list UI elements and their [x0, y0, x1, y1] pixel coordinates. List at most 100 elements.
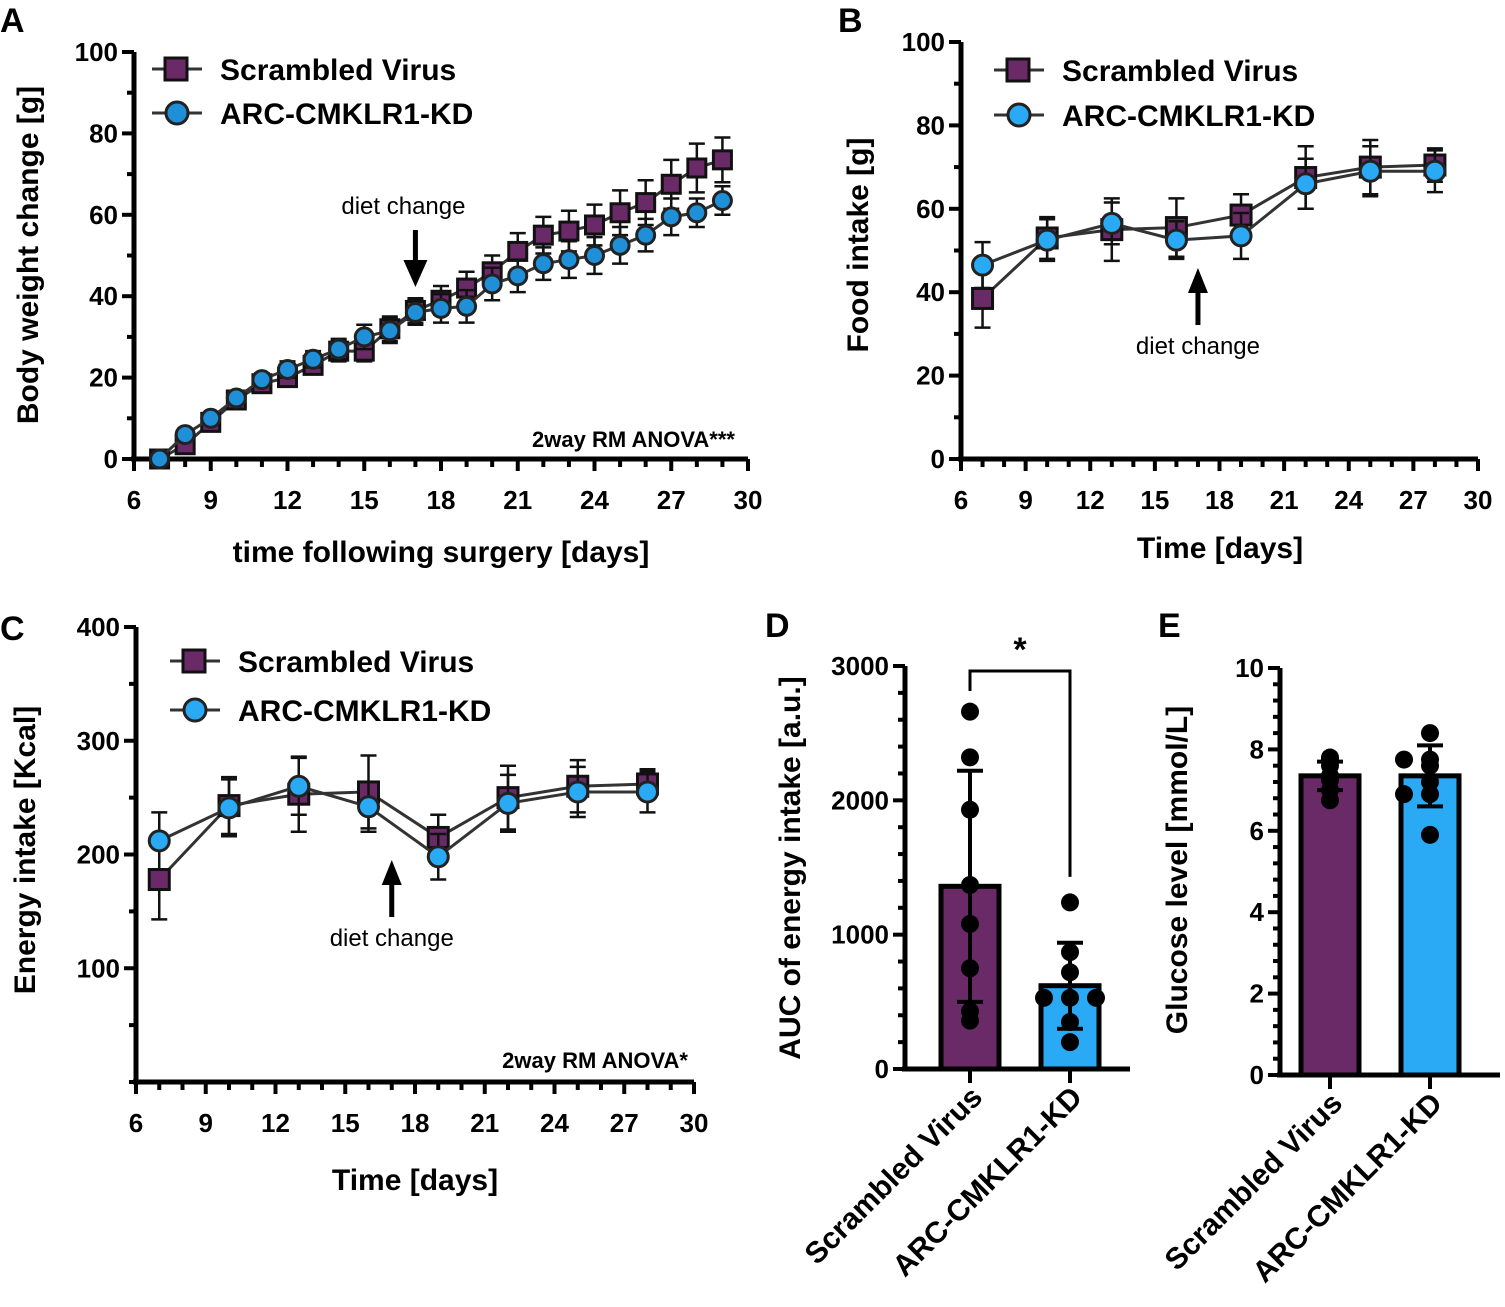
data-point [1035, 988, 1053, 1007]
data-point [566, 780, 590, 804]
x-tick-label: 18 [427, 485, 456, 515]
stat-annotation: 2way RM ANOVA*** [532, 427, 735, 452]
data-point [1229, 224, 1253, 248]
series-kd [971, 145, 1447, 290]
data-point [426, 845, 450, 869]
data-point [200, 407, 222, 429]
data-point [1321, 791, 1339, 810]
data-point [584, 214, 605, 236]
y-tick-label: 3000 [831, 651, 889, 681]
panel-E: E 0 2 4 6 8 10 Glucose level [mmol/L] Scrambled … [1158, 607, 1500, 1289]
y-tick-label: 40 [916, 277, 945, 307]
data-point [686, 202, 708, 224]
stat-annotation: 2way RM ANOVA* [502, 1048, 688, 1073]
bar-group-1 [1035, 893, 1105, 1072]
x-tick-label: 6 [129, 1108, 143, 1138]
y-tick-label: 100 [902, 27, 945, 57]
annotation-text: diet change [1136, 333, 1260, 360]
data-point [961, 748, 979, 767]
panel-label: B [838, 2, 863, 40]
data-point [1423, 159, 1447, 183]
x-tick-label: 27 [610, 1108, 639, 1138]
data-point [357, 795, 380, 819]
y-tick-label: 2 [1250, 979, 1264, 1009]
panel-A: A 0 20 40 60 80 100 Body weight change [g] 6 9 12 1… [0, 2, 762, 569]
data-point [532, 224, 554, 246]
bar-group-0 [1298, 748, 1362, 1078]
arrow-head-icon [1187, 268, 1208, 293]
data-point [149, 448, 171, 470]
data-point [147, 868, 171, 892]
y-axis-title: Body weight change [g] [12, 86, 45, 424]
data-point [174, 424, 196, 446]
data-point [660, 173, 682, 195]
x-tick-label: 15 [331, 1108, 360, 1138]
data-point [481, 273, 503, 295]
y-tick-label: 0 [931, 444, 945, 474]
y-tick-label: 2000 [831, 785, 889, 815]
significance-bracket [968, 669, 1072, 877]
data-point [711, 190, 733, 212]
data-point [609, 202, 631, 224]
category-label: Scrambled Virus [1159, 1087, 1349, 1277]
x-tick-label: 24 [580, 485, 609, 515]
annotation-text: diet change [330, 925, 454, 952]
y-axis-title: Glucose level [mmol/L] [1161, 706, 1194, 1034]
data-point [1421, 825, 1439, 844]
data-point [635, 192, 657, 214]
x-tick-label: 21 [1270, 485, 1299, 515]
data-point [609, 234, 631, 256]
panel-label: A [0, 2, 25, 40]
panel-D: D 0 1000 2000 3000 AUC of energy intake [a.u.… [765, 607, 1130, 1283]
data-point [217, 796, 241, 820]
data-point [251, 369, 273, 391]
y-tick-label: 80 [916, 110, 945, 140]
panel-B: B 0 20 40 60 80 100 Food intake [g] 6 9 12 15 18 21 24… [838, 2, 1492, 565]
data-point [225, 387, 247, 409]
legend-label: Scrambled Virus [1062, 55, 1298, 88]
arrow-head-icon [381, 860, 402, 885]
data-point [1061, 963, 1079, 982]
x-tick-label: 12 [1076, 485, 1105, 515]
data-point [1421, 785, 1439, 804]
legend-label: ARC-CMKLR1-KD [220, 98, 473, 131]
data-point [532, 253, 554, 275]
y-tick-label: 0 [875, 1054, 889, 1084]
data-point [328, 338, 350, 360]
x-tick-label: 30 [680, 1108, 709, 1138]
legend-marker-circle [164, 100, 190, 126]
data-point [404, 301, 426, 323]
y-axis-title: Food intake [g] [842, 138, 875, 353]
x-axis-title: Time [days] [1137, 532, 1303, 565]
y-tick-label: 60 [916, 194, 945, 224]
x-tick-label: 6 [954, 485, 968, 515]
data-point [660, 206, 682, 228]
data-point [1294, 172, 1318, 196]
data-point [1164, 228, 1188, 252]
data-point [1421, 724, 1439, 743]
legend-label: ARC-CMKLR1-KD [238, 695, 491, 728]
y-tick-label: 6 [1250, 816, 1264, 846]
y-tick-label: 100 [77, 953, 120, 983]
data-point [507, 265, 529, 287]
x-tick-label: 18 [401, 1108, 430, 1138]
data-point [558, 249, 580, 271]
x-tick-label: 6 [127, 485, 141, 515]
data-point [496, 791, 520, 815]
data-point [635, 224, 657, 246]
data-point [636, 780, 659, 804]
data-point [961, 1011, 979, 1030]
legend-label: Scrambled Virus [238, 646, 474, 679]
legend-marker-square [1005, 57, 1031, 83]
legend-label: Scrambled Virus [220, 54, 456, 87]
data-point [287, 774, 311, 798]
x-tick-label: 18 [1205, 485, 1234, 515]
x-tick-label: 30 [1464, 485, 1493, 515]
x-tick-label: 15 [1140, 485, 1169, 515]
y-tick-label: 80 [89, 118, 118, 148]
data-point [353, 326, 375, 348]
data-point [147, 829, 171, 853]
panel-label: E [1158, 607, 1181, 645]
legend-marker-square [163, 56, 189, 82]
